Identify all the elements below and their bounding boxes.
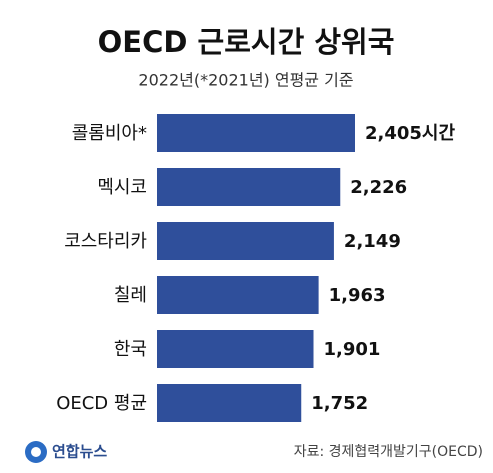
value-label: 1,901 — [324, 339, 381, 360]
source: 자료: 경제협력개발기구(OECD) — [294, 444, 483, 460]
value-label: 2,226 — [350, 177, 407, 198]
category-label: 코스타리카 — [64, 231, 147, 252]
logo-icon-inner — [31, 447, 41, 457]
bar — [157, 168, 341, 206]
bar — [157, 222, 334, 260]
category-label: OECD 평균 — [56, 393, 147, 414]
logo-group: 연합뉴스 — [25, 441, 107, 463]
logo-text: 연합뉴스 — [52, 443, 107, 461]
category-label: 칠레 — [114, 285, 147, 306]
bar — [157, 276, 319, 314]
bar — [157, 384, 302, 422]
chart-subtitle: 2022년(*2021년) 연평균 기준 — [138, 71, 353, 90]
bar — [157, 330, 314, 368]
bar — [157, 114, 355, 152]
category-label: 한국 — [114, 339, 147, 360]
category-label: 멕시코 — [97, 177, 147, 198]
value-label: 1,963 — [329, 285, 386, 306]
chart-title: OECD 근로시간 상위국 — [98, 25, 395, 59]
category-label: 콜롬비아* — [72, 123, 147, 144]
value-label: 1,752 — [311, 393, 368, 414]
value-label: 2,149 — [344, 231, 401, 252]
value-label: 2,405시간 — [365, 123, 455, 144]
